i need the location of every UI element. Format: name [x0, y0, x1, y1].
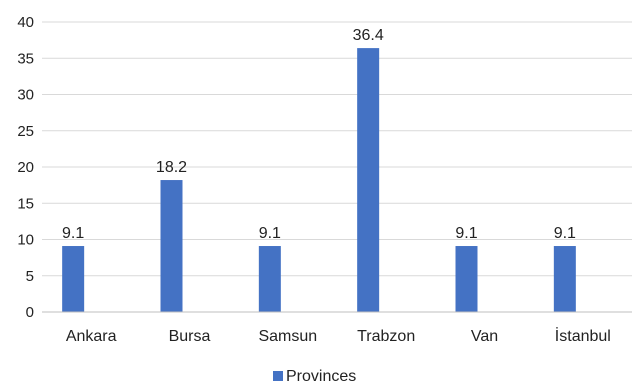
- x-category-label: Ankara: [66, 328, 117, 345]
- y-tick-label: 25: [17, 123, 34, 140]
- bar-bursa: [160, 180, 183, 312]
- y-axis-ticks: 0 5 10 15 20 25 30 35 40: [17, 14, 34, 321]
- bar-trabzon: [357, 48, 380, 312]
- bar-ankara: [62, 246, 85, 312]
- y-tick-label: 20: [17, 159, 34, 176]
- grid-lines: [42, 21, 632, 277]
- data-label: 9.1: [259, 225, 281, 242]
- bar-samsun: [258, 246, 281, 312]
- data-label: 9.1: [455, 225, 477, 242]
- y-tick-label: 30: [17, 87, 34, 104]
- bar-van: [455, 246, 478, 312]
- data-labels: 9.1 18.2 9.1 36.4 9.1 9.1: [62, 27, 576, 242]
- data-label: 9.1: [554, 225, 576, 242]
- y-tick-label: 0: [26, 304, 34, 321]
- x-category-label: Van: [471, 328, 498, 345]
- y-tick-label: 35: [17, 50, 34, 67]
- legend-swatch-provinces: [273, 371, 283, 381]
- legend: Provinces: [273, 368, 356, 385]
- legend-label-provinces: Provinces: [286, 368, 356, 385]
- y-tick-label: 10: [17, 232, 34, 249]
- y-tick-label: 15: [17, 195, 34, 212]
- data-label: 36.4: [353, 27, 384, 44]
- data-label: 9.1: [62, 225, 84, 242]
- y-tick-label: 5: [26, 268, 34, 285]
- x-axis-categories: Ankara Bursa Samsun Trabzon Van İstanbul: [66, 326, 611, 345]
- x-category-label: Trabzon: [357, 328, 415, 345]
- data-label: 18.2: [156, 159, 187, 176]
- x-category-label: Bursa: [169, 328, 211, 345]
- x-category-label: Samsun: [258, 328, 317, 345]
- bar-istanbul: [553, 246, 576, 312]
- x-category-label: İstanbul: [555, 326, 611, 345]
- y-tick-label: 40: [17, 14, 34, 31]
- bars: [62, 48, 576, 312]
